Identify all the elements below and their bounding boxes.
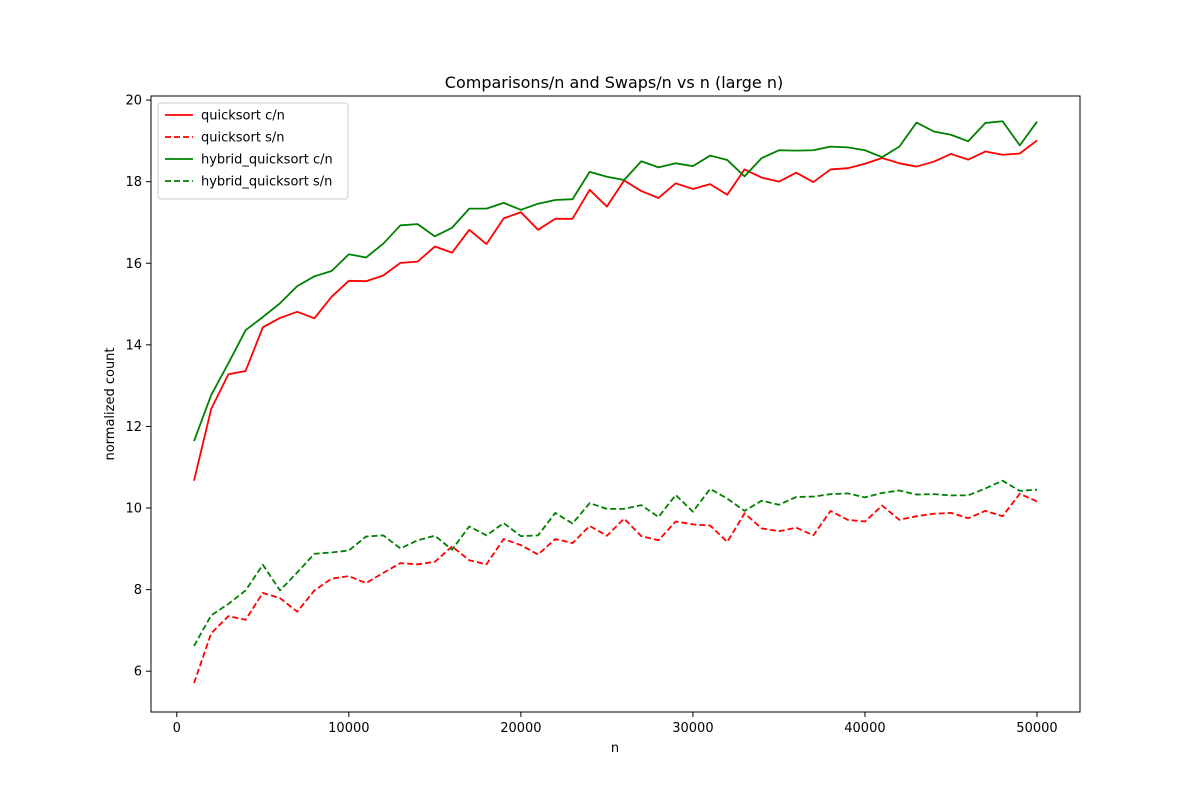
series-line-3 xyxy=(193,479,1038,647)
series-line-1 xyxy=(193,492,1038,684)
y-tick-label: 6 xyxy=(134,665,142,680)
y-axis-label: normalized count xyxy=(103,347,118,460)
x-tick-label: 30000 xyxy=(672,721,713,736)
y-tick-label: 16 xyxy=(125,257,142,272)
x-tick-label: 20000 xyxy=(500,721,541,736)
legend-label: hybrid_quicksort s/n xyxy=(201,175,332,190)
y-tick-label: 20 xyxy=(125,94,142,109)
y-tick-label: 8 xyxy=(134,583,142,598)
y-tick-label: 14 xyxy=(125,338,142,353)
series-line-0 xyxy=(193,139,1038,481)
legend-label: quicksort c/n xyxy=(201,109,285,124)
series-layer xyxy=(193,120,1038,684)
y-axis: 6 8 10 12 14 16 18 20 xyxy=(125,94,151,680)
x-tick-label: 0 xyxy=(173,721,181,736)
x-axis-label: n xyxy=(611,741,619,756)
legend-label: quicksort s/n xyxy=(201,131,284,146)
x-tick-label: 50000 xyxy=(1016,721,1057,736)
legend-box xyxy=(157,102,349,200)
plot-frame xyxy=(150,95,1081,713)
chart-title: Comparisons/n and Swaps/n vs n (large n) xyxy=(445,73,783,92)
x-tick-label: 40000 xyxy=(844,721,885,736)
y-tick-label: 12 xyxy=(125,420,142,435)
legend-label: hybrid_quicksort c/n xyxy=(201,153,333,168)
x-tick-label: 10000 xyxy=(328,721,369,736)
y-tick-label: 10 xyxy=(125,502,142,517)
series-line-2 xyxy=(193,120,1038,442)
legend: quicksort c/n quicksort s/n hybrid_quickso… xyxy=(157,102,349,200)
x-axis: 0 10000 20000 30000 40000 50000 xyxy=(173,712,1058,736)
y-tick-label: 18 xyxy=(125,175,142,190)
